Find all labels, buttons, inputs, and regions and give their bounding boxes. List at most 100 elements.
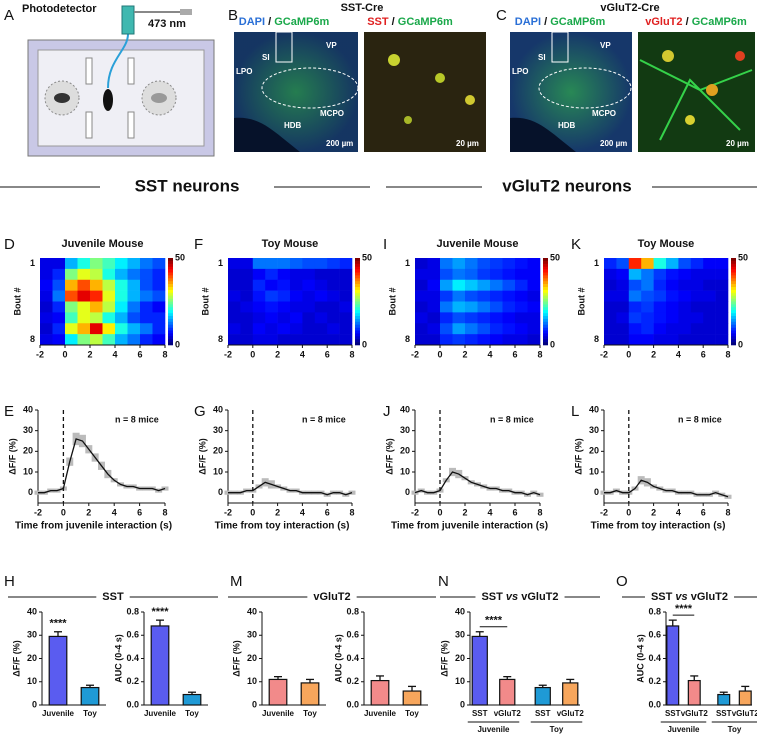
y-axis-label: ΔF/F (%)	[231, 640, 241, 676]
colorbar-step	[543, 301, 548, 305]
heatmap-cell	[228, 279, 241, 291]
heatmap-cell	[452, 312, 466, 324]
heatmap-cell	[502, 301, 516, 313]
colorbar-step	[731, 321, 736, 325]
heatmap-cell	[715, 312, 729, 324]
y-axis-label: ΔF/F (%)	[439, 640, 449, 676]
heatmap-cell	[690, 268, 704, 281]
y-tick-label: 20	[27, 653, 37, 663]
stain: GCaMP6m	[550, 16, 605, 28]
x-tick-label: 8	[537, 349, 542, 359]
stain: GCaMP6m	[692, 16, 747, 28]
heatmap-cell	[115, 279, 128, 291]
colorbar-step	[168, 263, 173, 267]
heatmap-cell	[152, 268, 166, 281]
x-tick-label: 2	[462, 507, 467, 517]
heatmap-cell	[115, 290, 128, 302]
heatmap-cell	[616, 290, 630, 302]
colorbar-step	[355, 330, 360, 334]
colorbar-step	[731, 318, 736, 323]
colorbar-step	[731, 287, 736, 291]
colorbar-step	[731, 295, 736, 299]
colorbar-step	[731, 284, 736, 288]
colorbar-step	[355, 339, 360, 343]
chart-title: Toy Mouse	[638, 238, 695, 250]
colorbar-step	[168, 269, 173, 273]
heatmap-cell	[152, 312, 166, 324]
heatmap-cell	[314, 312, 328, 324]
heatmap-cell	[65, 279, 78, 291]
heatmap-cell	[641, 290, 654, 302]
colorbar-step	[168, 298, 173, 302]
heatmap-cell	[252, 258, 266, 270]
heatmap-cell	[265, 268, 278, 281]
y-tick-label: 0.2	[648, 676, 661, 686]
colorbar-step	[543, 304, 548, 308]
heatmap-cell	[715, 334, 729, 346]
colorbar-step	[543, 269, 548, 273]
heatmap-cell	[440, 279, 453, 291]
heatmap-cell	[415, 312, 428, 324]
heatmap-cell	[465, 279, 478, 291]
heatmap-cell	[666, 258, 679, 270]
y-tick-label: 10	[27, 676, 37, 686]
y-tick-label: 20	[589, 446, 599, 456]
region-label: HDB	[284, 121, 302, 130]
heatmap-cell	[427, 301, 441, 313]
scale-bar-label: 20 µm	[726, 139, 749, 148]
heatmap-cell	[678, 301, 692, 313]
colorbar-step	[543, 339, 548, 343]
heatmap-cell	[490, 290, 503, 302]
colorbar-step	[731, 316, 736, 320]
colorbar-label: 50	[738, 252, 748, 262]
y-tick-label: 0.8	[346, 606, 359, 616]
x-tick-label: Juvenile	[144, 709, 177, 718]
x-tick-label: -2	[224, 507, 232, 517]
colorbar-step	[543, 316, 548, 320]
heatmap-cell	[228, 312, 241, 324]
heatmap-cell	[690, 323, 704, 335]
heatmap-cell	[52, 258, 66, 270]
colorbar-step	[168, 321, 173, 325]
colorbar-step	[731, 289, 736, 294]
heatmap-cell	[140, 323, 153, 335]
heatmap-cell	[452, 323, 466, 335]
heatmap-cell	[127, 312, 141, 324]
heatmap-cell	[314, 258, 328, 270]
x-tick-label: SST	[535, 709, 551, 718]
x-tick-label: 4	[300, 507, 305, 517]
y-tick-label: 20	[213, 446, 223, 456]
heatmap-cell	[52, 334, 66, 346]
heatmap-cell	[65, 290, 78, 302]
heatmap-cell	[290, 290, 303, 302]
x-tick-label: -2	[600, 507, 608, 517]
heatmap-cell	[327, 268, 340, 281]
x-tick-label: vGluT2	[494, 709, 522, 718]
colorbar-step	[355, 336, 360, 340]
colorbar-step	[355, 272, 360, 276]
panel-letter: E	[4, 403, 14, 420]
heatmap-cell	[90, 290, 103, 302]
heatmap-cell	[40, 290, 53, 302]
y-tick-label: 0.4	[648, 653, 661, 663]
heatmap-cell	[302, 301, 316, 313]
heatmap-cell	[115, 334, 128, 346]
colorbar-step	[168, 304, 173, 308]
colorbar-step	[731, 342, 736, 346]
stain: DAPI	[515, 16, 541, 28]
x-tick-label: 8	[537, 507, 542, 517]
heatmap-cell	[240, 290, 254, 302]
heatmap-cell	[502, 334, 516, 346]
colorbar-step	[355, 321, 360, 325]
micrograph	[234, 31, 486, 152]
y-tick-label: 30	[589, 425, 599, 435]
slash: /	[268, 16, 271, 28]
heatmap-cell	[290, 301, 303, 313]
heatmap-cell	[339, 301, 353, 313]
heatmap-cell	[452, 258, 466, 270]
x-tick-label: 6	[325, 507, 330, 517]
x-tick-label: Juvenile	[262, 709, 295, 718]
heatmap-cell	[616, 258, 630, 270]
y-tick-label: 30	[27, 630, 37, 640]
